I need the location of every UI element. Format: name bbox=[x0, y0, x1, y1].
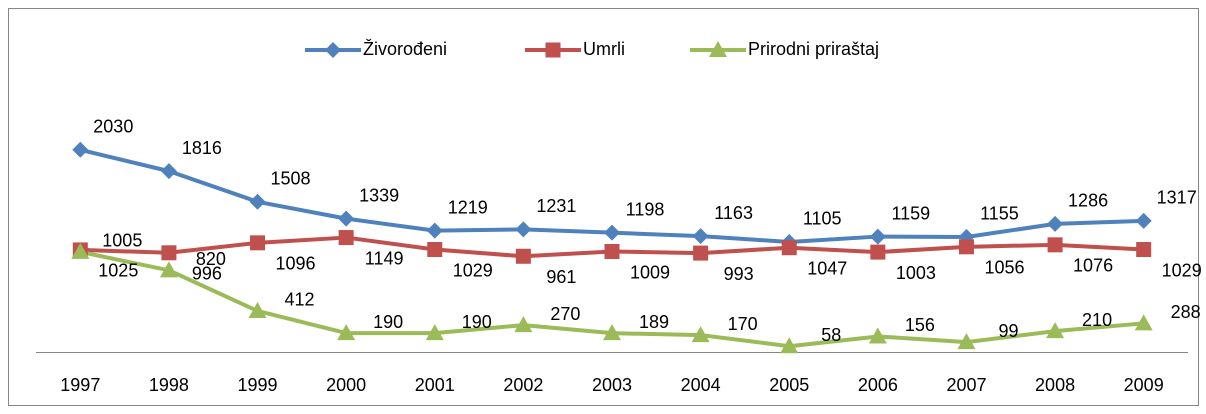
chart-border bbox=[8, 8, 1199, 406]
data-point bbox=[1134, 314, 1153, 331]
data-label: 1317 bbox=[1157, 188, 1197, 208]
data-label: 1286 bbox=[1068, 191, 1108, 211]
data-label: 1339 bbox=[359, 185, 399, 205]
data-label: 270 bbox=[550, 304, 580, 324]
data-label: 210 bbox=[1082, 310, 1112, 330]
x-tick-label: 2004 bbox=[681, 375, 721, 395]
data-point bbox=[957, 333, 976, 350]
data-label: 961 bbox=[546, 267, 576, 287]
legend-marker bbox=[709, 41, 727, 57]
data-label: 58 bbox=[821, 325, 841, 345]
data-point bbox=[870, 244, 886, 260]
data-point bbox=[249, 193, 266, 210]
data-label: 2030 bbox=[93, 117, 133, 137]
legend-label: Prirodni priraštaj bbox=[748, 39, 879, 59]
data-point bbox=[161, 245, 177, 261]
data-point bbox=[71, 242, 90, 259]
data-label: 1159 bbox=[891, 203, 930, 223]
data-label: 996 bbox=[192, 264, 222, 284]
data-point bbox=[692, 228, 709, 245]
data-label: 1009 bbox=[630, 262, 670, 282]
data-label: 288 bbox=[1171, 302, 1201, 322]
x-tick-label: 2002 bbox=[503, 375, 543, 395]
data-point bbox=[515, 248, 531, 264]
data-label: 1025 bbox=[98, 261, 138, 281]
data-point bbox=[691, 326, 710, 343]
data-label: 993 bbox=[724, 264, 754, 284]
data-point bbox=[425, 324, 444, 341]
data-point bbox=[1135, 212, 1152, 229]
data-point bbox=[603, 324, 621, 341]
data-point bbox=[1136, 242, 1152, 258]
x-tick-label: 2007 bbox=[946, 375, 986, 395]
data-point bbox=[958, 239, 974, 255]
x-tick-label: 2003 bbox=[592, 375, 632, 395]
data-label: 1076 bbox=[1073, 256, 1113, 276]
x-tick-label: 2001 bbox=[415, 375, 455, 395]
data-label: 190 bbox=[462, 312, 492, 332]
data-label: 1056 bbox=[984, 258, 1024, 278]
data-label: 1105 bbox=[803, 209, 842, 229]
data-label: 189 bbox=[639, 312, 669, 332]
data-label: 820 bbox=[196, 249, 226, 269]
legend-marker bbox=[545, 42, 561, 58]
x-tick-label: 2005 bbox=[769, 375, 809, 395]
data-label: 412 bbox=[285, 290, 315, 310]
data-point bbox=[338, 210, 355, 227]
x-tick-label: 1999 bbox=[238, 375, 278, 395]
data-point bbox=[869, 228, 886, 245]
data-point bbox=[868, 327, 887, 344]
data-label: 1047 bbox=[807, 258, 847, 278]
data-point bbox=[160, 163, 177, 180]
legend-label: Umrli bbox=[583, 39, 625, 59]
data-point bbox=[1047, 237, 1063, 253]
x-tick-label: 2000 bbox=[326, 375, 366, 395]
data-label: 190 bbox=[373, 312, 403, 332]
data-label: 1219 bbox=[448, 197, 488, 217]
data-point bbox=[693, 245, 709, 261]
x-tick-label: 2006 bbox=[858, 375, 898, 395]
x-tick-label: 1997 bbox=[60, 375, 100, 395]
x-tick-label: 1998 bbox=[149, 375, 189, 395]
data-point bbox=[604, 224, 620, 241]
data-point bbox=[427, 242, 443, 258]
data-point bbox=[159, 261, 178, 278]
data-point bbox=[604, 244, 620, 260]
data-point bbox=[337, 324, 356, 341]
data-label: 1005 bbox=[102, 231, 142, 251]
data-point bbox=[1046, 322, 1065, 339]
data-label: 1029 bbox=[1162, 260, 1202, 280]
data-label: 1163 bbox=[714, 203, 753, 223]
legend-label: Živorođeni bbox=[363, 39, 447, 59]
data-point bbox=[72, 141, 89, 158]
data-point bbox=[250, 235, 266, 251]
data-label: 1198 bbox=[626, 199, 665, 219]
data-label: 1508 bbox=[271, 169, 311, 189]
data-point bbox=[781, 240, 797, 256]
data-label: 1096 bbox=[276, 254, 316, 274]
data-label: 1149 bbox=[365, 248, 404, 268]
data-point bbox=[426, 222, 443, 239]
data-label: 156 bbox=[905, 315, 935, 335]
data-label: 1155 bbox=[980, 204, 1019, 224]
data-point bbox=[338, 230, 354, 246]
data-label: 1816 bbox=[182, 138, 222, 158]
data-label: 99 bbox=[998, 321, 1018, 341]
data-label: 1231 bbox=[536, 196, 576, 216]
x-tick-label: 2008 bbox=[1035, 375, 1075, 395]
data-point bbox=[514, 316, 533, 333]
x-tick-label: 2009 bbox=[1124, 375, 1164, 395]
data-label: 170 bbox=[728, 314, 758, 334]
data-point bbox=[248, 301, 267, 318]
legend-marker bbox=[325, 42, 341, 58]
data-label: 1003 bbox=[896, 263, 936, 283]
data-point bbox=[1047, 215, 1064, 232]
data-point bbox=[780, 337, 799, 354]
data-point bbox=[515, 221, 532, 238]
data-label: 1029 bbox=[453, 260, 493, 280]
